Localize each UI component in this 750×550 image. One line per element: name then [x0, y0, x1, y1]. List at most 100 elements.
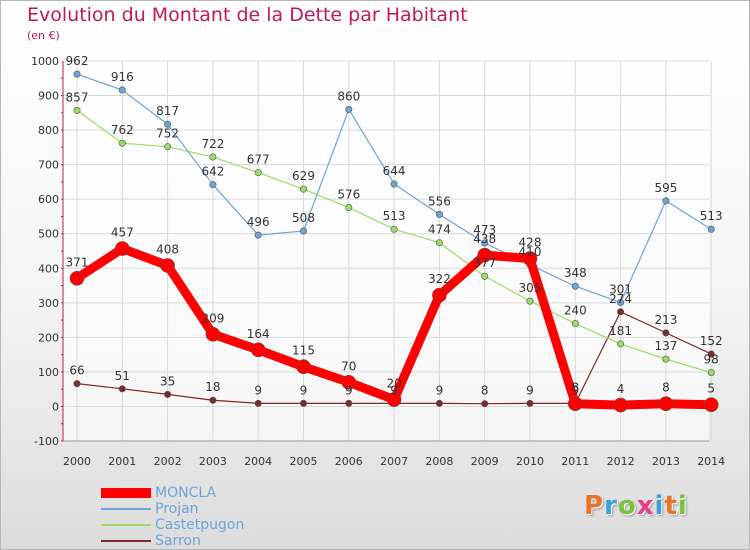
- data-point-sarron: [707, 350, 715, 358]
- legend-item-moncla: MONCLA: [101, 485, 244, 501]
- data-point-projan: [390, 180, 398, 188]
- data-point-moncla: [160, 258, 175, 273]
- data-point-projan: [481, 239, 489, 247]
- chart-legend: MONCLA Projan Castetpugon Sarron: [101, 485, 244, 549]
- proxiti-logo: Proxiti: [584, 491, 688, 521]
- x-tick-label: 2005: [290, 455, 318, 468]
- data-label-moncla: 5: [707, 382, 715, 396]
- data-label-moncla: 438: [473, 232, 496, 246]
- data-point-castetpugon: [254, 169, 262, 177]
- data-point-sarron: [345, 399, 353, 407]
- data-label-moncla: 20: [386, 377, 401, 391]
- data-label-moncla: 4: [617, 382, 625, 396]
- data-point-projan: [662, 197, 670, 205]
- y-tick-label: 600: [38, 193, 59, 206]
- data-point-castetpugon: [435, 239, 443, 247]
- data-point-projan: [707, 225, 715, 233]
- data-label-projan: 642: [201, 165, 224, 179]
- legend-item-projan: Projan: [101, 501, 244, 517]
- data-label-castetpugon: 181: [609, 324, 632, 338]
- data-label-castetpugon: 98: [704, 353, 719, 367]
- chart-unit: (en €): [27, 29, 60, 42]
- data-point-castetpugon: [707, 369, 715, 377]
- data-label-castetpugon: 752: [156, 127, 179, 141]
- data-point-castetpugon: [526, 297, 534, 305]
- y-tick-label: 1000: [31, 55, 59, 68]
- logo-letter: o: [617, 491, 637, 521]
- data-point-castetpugon: [209, 153, 217, 161]
- data-point-moncla: [432, 287, 447, 303]
- data-label-castetpugon: 240: [564, 304, 587, 318]
- x-tick-label: 2001: [108, 455, 136, 468]
- data-label-sarron: 9: [390, 383, 398, 397]
- y-tick-label: 300: [38, 297, 59, 310]
- data-point-sarron: [617, 308, 625, 316]
- legend-label: Sarron: [155, 533, 201, 549]
- data-point-moncla: [296, 359, 311, 375]
- data-label-projan: 644: [383, 164, 406, 178]
- data-label-castetpugon: 137: [654, 339, 677, 353]
- data-point-sarron: [299, 399, 307, 407]
- data-label-projan: 556: [428, 194, 451, 208]
- data-point-sarron: [164, 390, 172, 398]
- logo-letter: i: [677, 491, 688, 521]
- data-point-moncla: [115, 241, 130, 256]
- y-tick-label: 200: [38, 331, 59, 344]
- data-point-moncla: [205, 326, 221, 342]
- data-label-projan: 301: [609, 282, 632, 296]
- data-point-castetpugon: [164, 143, 172, 151]
- y-tick-label: 700: [38, 159, 59, 172]
- data-label-moncla: 428: [519, 236, 542, 250]
- data-label-castetpugon: 677: [247, 153, 270, 167]
- data-point-moncla: [341, 374, 357, 390]
- x-tick-label: 2012: [607, 455, 635, 468]
- x-tick-label: 2000: [63, 455, 91, 468]
- data-label-sarron: 51: [115, 369, 130, 383]
- data-point-projan: [435, 210, 443, 218]
- data-label-castetpugon: 513: [383, 209, 406, 223]
- data-point-moncla: [250, 342, 266, 358]
- data-label-projan: 496: [247, 215, 270, 229]
- x-tick-label: 2004: [244, 455, 272, 468]
- data-label-sarron: 18: [205, 380, 220, 394]
- data-label-castetpugon: 857: [66, 90, 89, 104]
- data-label-moncla: 371: [66, 255, 89, 269]
- data-label-sarron: 8: [481, 384, 489, 398]
- data-label-moncla: 209: [201, 311, 224, 325]
- data-label-projan: 817: [156, 104, 179, 118]
- data-label-sarron: 9: [526, 383, 534, 397]
- data-point-castetpugon: [345, 203, 353, 211]
- data-point-sarron: [73, 380, 81, 388]
- data-label-moncla: 457: [111, 226, 134, 240]
- data-point-moncla: [658, 396, 674, 411]
- data-label-projan: 962: [66, 54, 89, 68]
- x-tick-label: 2006: [335, 455, 363, 468]
- data-point-sarron: [209, 396, 217, 404]
- data-point-sarron: [526, 399, 534, 407]
- data-label-castetpugon: 305: [519, 281, 542, 295]
- data-label-sarron: 35: [160, 374, 175, 388]
- data-label-castetpugon: 629: [292, 169, 315, 183]
- legend-swatch: [101, 488, 151, 498]
- legend-label: MONCLA: [155, 485, 217, 501]
- data-point-projan: [209, 181, 217, 189]
- legend-item-sarron: Sarron: [101, 533, 244, 549]
- x-tick-label: 2010: [516, 455, 544, 468]
- data-point-projan: [345, 105, 353, 113]
- data-label-sarron: 9: [300, 383, 308, 397]
- logo-letter: x: [636, 491, 655, 521]
- data-label-sarron: 213: [654, 313, 677, 327]
- data-point-moncla: [522, 251, 538, 266]
- x-tick-label: 2008: [425, 455, 453, 468]
- legend-swatch: [101, 508, 151, 510]
- legend-swatch: [101, 524, 151, 526]
- x-tick-label: 2002: [154, 455, 182, 468]
- data-label-sarron: 152: [700, 334, 723, 348]
- data-point-projan: [254, 231, 262, 239]
- data-label-projan: 860: [337, 89, 360, 103]
- data-label-projan: 513: [700, 209, 723, 223]
- data-point-projan: [299, 227, 307, 235]
- data-label-moncla: 8: [571, 381, 579, 395]
- legend-label: Projan: [155, 501, 199, 517]
